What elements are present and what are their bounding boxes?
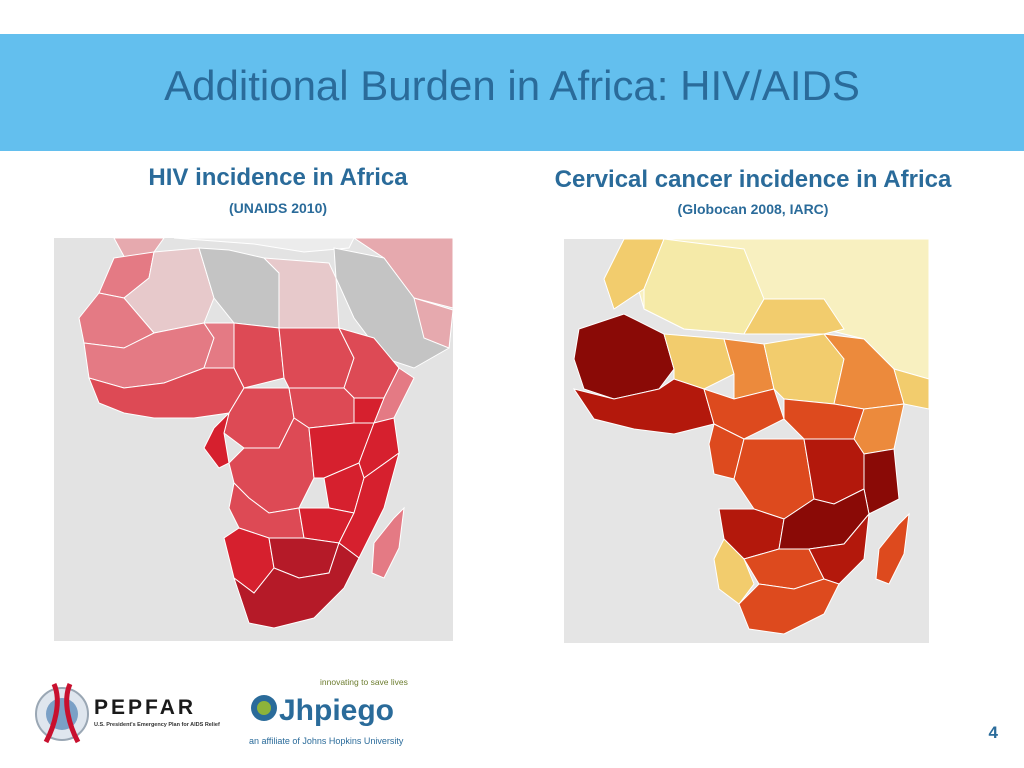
cervical-map-source: (Globocan 2008, IARC) [677, 201, 829, 217]
cervical-cancer-incidence-map [564, 239, 929, 643]
hiv-map-svg [54, 238, 453, 641]
cervical-map-svg [564, 239, 929, 643]
jhpiego-circle-icon [251, 695, 277, 721]
pepfar-name: PEPFAR [94, 696, 196, 719]
jhpiego-affiliation: an affiliate of Johns Hopkins University [249, 736, 404, 746]
slide-title: Additional Burden in Africa: HIV/AIDS [164, 62, 860, 109]
logos-svg: PEPFAR U.S. President's Emergency Plan f… [35, 677, 408, 746]
pepfar-seal-icon [35, 682, 89, 744]
jhpiego-tagline: innovating to save lives [320, 677, 408, 687]
hiv-incidence-map [54, 238, 453, 641]
hiv-map-heading: HIV incidence in Africa [148, 164, 408, 191]
cervical-map-heading: Cervical cancer incidence in Africa [554, 166, 952, 193]
hiv-map-source: (UNAIDS 2010) [228, 200, 328, 216]
jhpiego-name: Jhpiego [279, 694, 394, 727]
footer-logos: PEPFAR U.S. President's Emergency Plan f… [32, 672, 412, 752]
title-bar [0, 34, 1024, 151]
page-number: 4 [988, 723, 998, 742]
pepfar-tagline: U.S. President's Emergency Plan for AIDS… [94, 722, 220, 728]
